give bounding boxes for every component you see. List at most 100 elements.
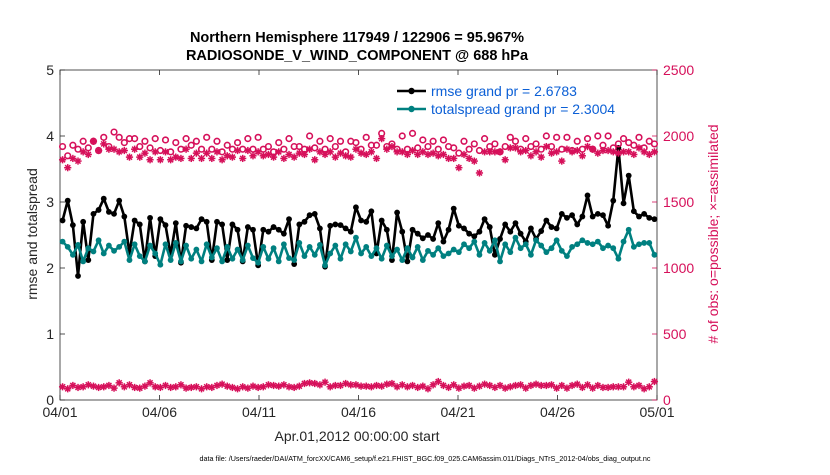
asterisk-stroke [522, 385, 529, 392]
obs-assimilated-marker [84, 150, 92, 159]
y-left-tick-label: 3 [46, 194, 54, 210]
asterisk-stroke [584, 381, 591, 388]
asterisk-stroke [249, 383, 257, 390]
asterisk-stroke [404, 151, 411, 158]
rmse-point [512, 220, 519, 227]
obs-assimilated-marker [249, 152, 257, 160]
obs-assimilated-marker [506, 144, 514, 152]
rmse-point [538, 228, 545, 234]
obs-possible-marker [131, 135, 139, 143]
asterisk-stroke [131, 384, 138, 391]
obs-assimilated-marker [470, 157, 478, 165]
plot-layer: 04/01 04/06 04/11 04/16 04/21 04/26 05/0101234… [42, 62, 694, 420]
obs-possible-marker [275, 139, 283, 147]
totalspread-point [440, 253, 447, 260]
plot-frame [59, 69, 658, 401]
asterisk-stroke [486, 382, 493, 389]
asterisk-stroke [594, 150, 601, 157]
rmse-point [193, 225, 200, 232]
obs-assimilated-marker [259, 152, 267, 160]
obs-possible-marker [115, 133, 123, 141]
rmse-point [646, 214, 653, 221]
obs-low-marker [141, 382, 149, 390]
asterisk-stroke [383, 146, 390, 153]
obs-assimilated-marker [331, 153, 339, 161]
totalspread-point [147, 242, 153, 249]
obs-assimilated-marker [120, 146, 128, 155]
obs-low-marker [630, 383, 638, 391]
obs-possible-marker [172, 139, 180, 147]
obs-low-marker [501, 384, 509, 392]
obs-assimilated-marker [450, 154, 458, 163]
asterisk-stroke [641, 148, 648, 155]
totalspread-point [255, 259, 262, 266]
asterisk-stroke [152, 148, 159, 155]
obs-low-marker [553, 384, 561, 392]
asterisk-stroke [136, 154, 143, 161]
obs-possible-marker [450, 144, 458, 152]
obs-assimilated-marker [311, 156, 319, 164]
totalspread-point [172, 240, 179, 246]
obs-assimilated-marker [146, 156, 154, 164]
asterisk-stroke [620, 148, 627, 155]
obs-low-marker [146, 379, 154, 387]
obs-assimilated-marker [517, 148, 525, 156]
asterisk-stroke [646, 383, 653, 390]
asterisk-stroke [507, 144, 514, 151]
obs-assimilated-marker [434, 152, 442, 160]
rmse-point [90, 210, 97, 217]
obs-low-marker [403, 383, 411, 391]
asterisk-stroke [291, 154, 298, 161]
obs-assimilated-marker [177, 154, 185, 163]
totalspread-point [100, 250, 107, 257]
obs-possible-marker [614, 140, 623, 148]
obs-assimilated-marker [182, 145, 190, 153]
obs-possible-marker [491, 140, 499, 148]
asterisk-stroke [455, 164, 462, 171]
obs-assimilated-marker [486, 148, 494, 156]
totalspread-point [317, 242, 323, 248]
asterisk-stroke [146, 379, 154, 386]
totalspread-point [142, 258, 148, 265]
asterisk-stroke [445, 384, 452, 391]
asterisk-stroke [110, 385, 118, 392]
asterisk-stroke [64, 164, 71, 171]
x-axis-label: Apr.01,2012 00:00:00 start [274, 428, 439, 444]
rmse-point [59, 217, 66, 224]
asterisk-stroke [255, 384, 262, 391]
asterisk-stroke [435, 378, 442, 385]
asterisk-stroke [332, 382, 339, 389]
asterisk-stroke [589, 146, 596, 153]
asterisk-stroke [306, 379, 313, 386]
totalspread-point [270, 245, 277, 252]
obs-low-marker [100, 383, 108, 391]
asterisk-stroke [105, 146, 112, 153]
asterisk-stroke [630, 151, 637, 158]
totalspread-point [481, 240, 488, 246]
obs-low-marker [527, 381, 535, 390]
asterisk-stroke [610, 383, 617, 390]
obs-assimilated-marker [496, 148, 504, 156]
asterisk-stroke [373, 155, 380, 162]
obs-low-marker [182, 384, 190, 392]
totalspread-point [239, 257, 246, 263]
totalspread-point [342, 241, 349, 248]
rmse-point [332, 221, 339, 228]
totalspread-point [445, 250, 452, 257]
asterisk-stroke [332, 154, 339, 161]
obs-possible-marker [326, 135, 334, 143]
rmse-point [286, 216, 292, 223]
asterisk-stroke [183, 385, 190, 392]
asterisk-stroke [445, 155, 452, 162]
totalspread-point [183, 242, 189, 249]
asterisk-stroke [368, 148, 375, 155]
x-tick-label: 04/16 [341, 404, 376, 420]
obs-assimilated-marker [475, 169, 484, 177]
asterisk-stroke [347, 154, 354, 161]
asterisk-stroke [563, 146, 571, 153]
obs-low-marker [342, 379, 350, 388]
asterisk-stroke [152, 383, 159, 390]
asterisk-stroke [208, 155, 215, 162]
rmse-point [543, 217, 550, 224]
